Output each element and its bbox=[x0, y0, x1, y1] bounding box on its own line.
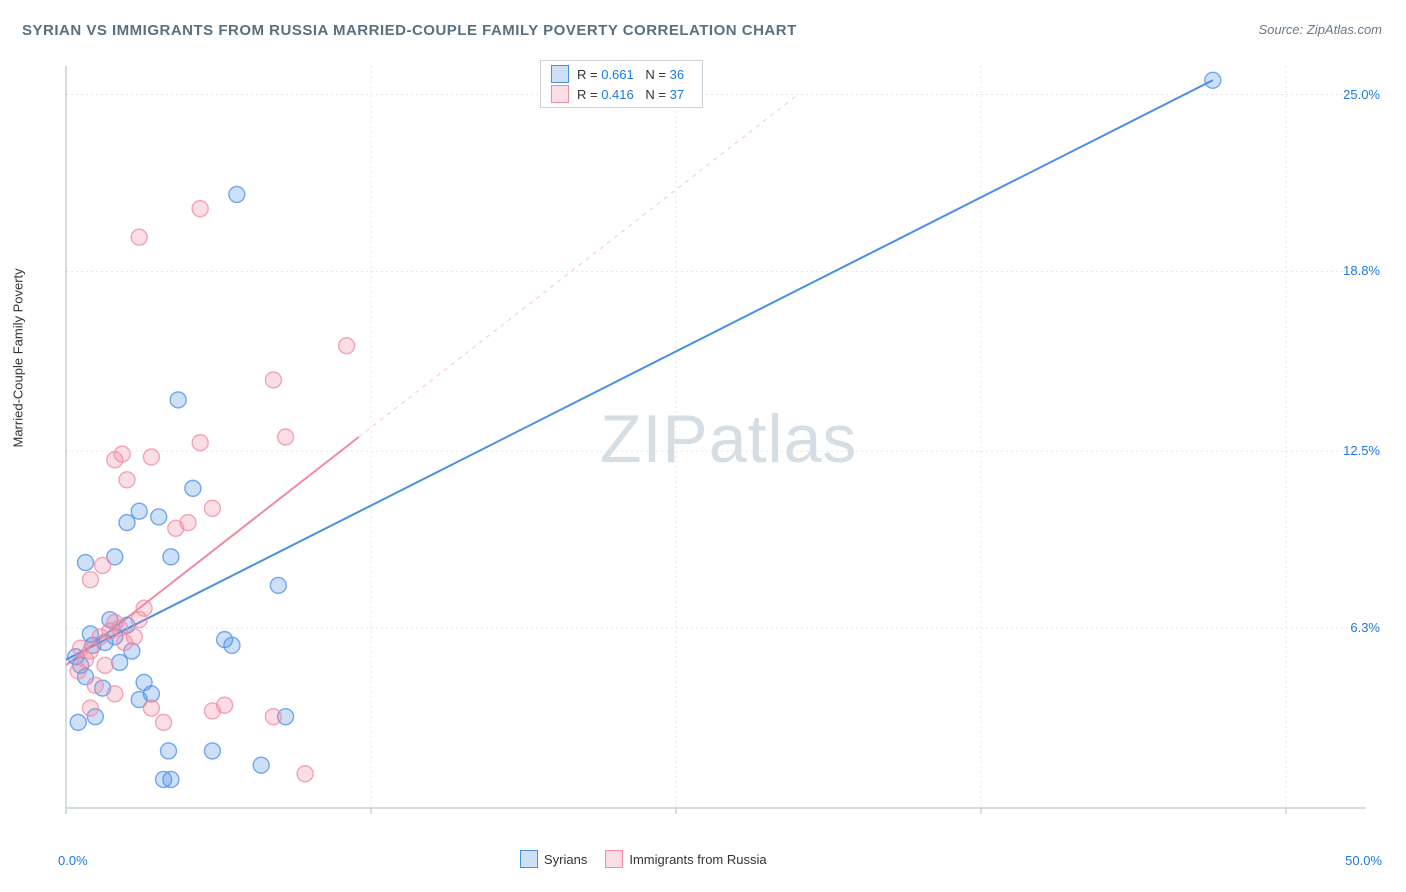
swatch-russians bbox=[551, 85, 569, 103]
legend-swatch-russians bbox=[605, 850, 623, 868]
source-attribution: Source: ZipAtlas.com bbox=[1258, 22, 1382, 37]
stats-row-russians: R = 0.416 N = 37 bbox=[551, 85, 692, 103]
n-value-syrians: 36 bbox=[670, 67, 684, 82]
r-value-russians: 0.416 bbox=[601, 87, 634, 102]
swatch-syrians bbox=[551, 65, 569, 83]
y-tick-1: 12.5% bbox=[1343, 443, 1380, 458]
legend-label-syrians: Syrians bbox=[544, 852, 587, 867]
chart-title: SYRIAN VS IMMIGRANTS FROM RUSSIA MARRIED… bbox=[22, 22, 797, 39]
scatter-plot bbox=[60, 56, 1366, 836]
legend-item-syrians: Syrians bbox=[520, 850, 587, 868]
series-legend: Syrians Immigrants from Russia bbox=[520, 850, 767, 868]
legend-label-russians: Immigrants from Russia bbox=[629, 852, 766, 867]
x-tick-max: 50.0% bbox=[1345, 853, 1382, 868]
r-value-syrians: 0.661 bbox=[601, 67, 634, 82]
x-tick-min: 0.0% bbox=[58, 853, 88, 868]
chart-container: SYRIAN VS IMMIGRANTS FROM RUSSIA MARRIED… bbox=[0, 0, 1406, 892]
legend-item-russians: Immigrants from Russia bbox=[605, 850, 766, 868]
y-tick-3: 25.0% bbox=[1343, 87, 1380, 102]
y-tick-0: 6.3% bbox=[1350, 620, 1380, 635]
n-value-russians: 37 bbox=[670, 87, 684, 102]
y-tick-2: 18.8% bbox=[1343, 263, 1380, 278]
y-axis-label: Married-Couple Family Poverty bbox=[11, 268, 26, 447]
stats-row-syrians: R = 0.661 N = 36 bbox=[551, 65, 692, 83]
stats-legend: R = 0.661 N = 36 R = 0.416 N = 37 bbox=[540, 60, 703, 108]
legend-swatch-syrians bbox=[520, 850, 538, 868]
